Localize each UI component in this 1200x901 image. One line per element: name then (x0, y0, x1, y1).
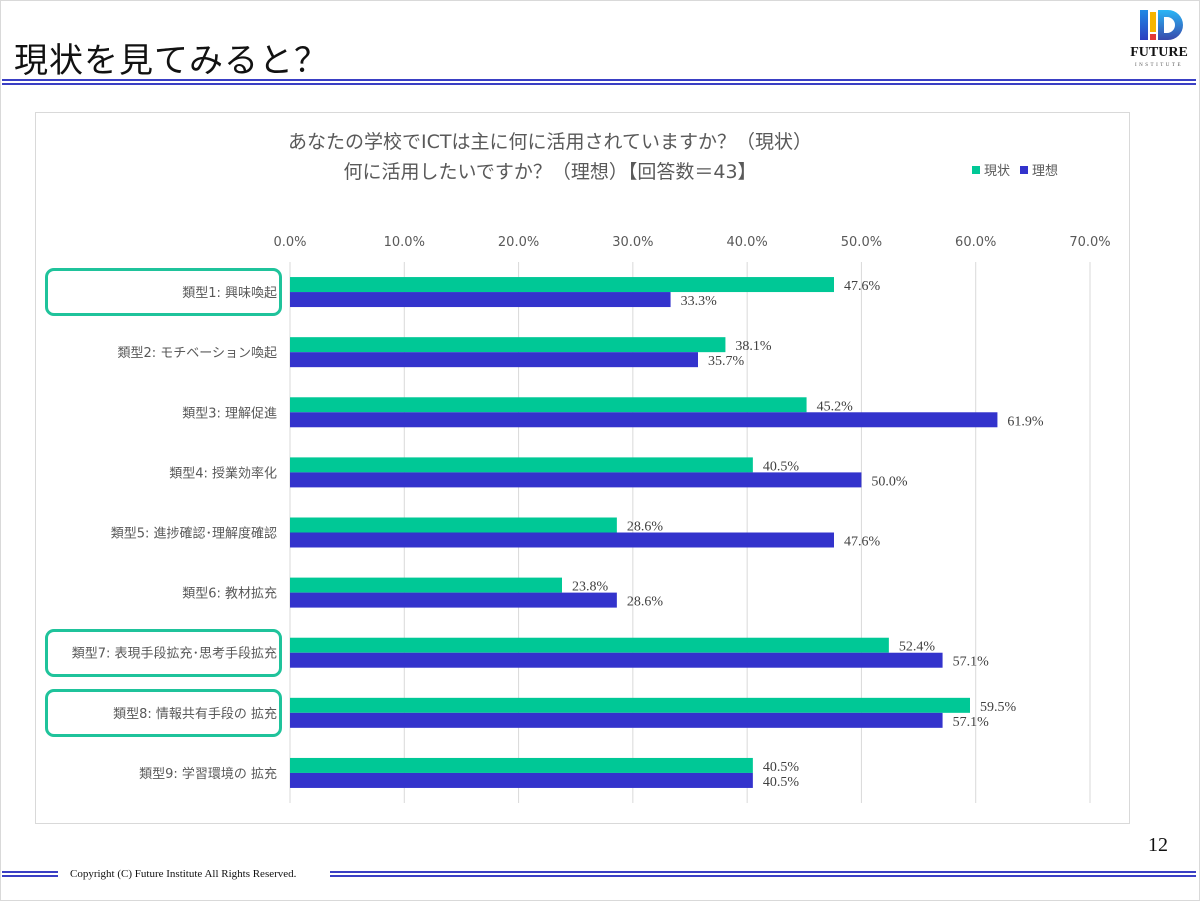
logo-word-future: FUTURE (1130, 45, 1188, 60)
footer-rule-left-top (2, 871, 58, 873)
chart-title-line1: あなたの学校でICTは主に何に活用されていますか？（現状） (288, 131, 812, 153)
footer-rule-left-bottom (2, 875, 58, 877)
legend-item-ideal: 理想 (1020, 160, 1058, 179)
page-number: 12 (1148, 834, 1168, 856)
legend-label-ideal: 理想 (1032, 164, 1059, 179)
category-highlight-box (45, 628, 282, 677)
legend-swatch-current (972, 165, 980, 174)
header-rule-bottom (2, 83, 1196, 85)
footer-rule-right-top (330, 871, 1196, 873)
logo-word-institute: INSTITUTE (1135, 63, 1183, 68)
category-highlight-box (45, 688, 282, 737)
future-institute-logo: FUTURE INSTITUTE (1126, 8, 1192, 70)
chart-legend: 現状 理想 (972, 160, 1058, 179)
category-highlight-box (45, 268, 282, 317)
header-rule-top (2, 79, 1196, 81)
copyright-text: Copyright (C) Future Institute All Right… (70, 868, 297, 880)
legend-swatch-ideal (1020, 165, 1029, 174)
legend-label-current: 現状 (984, 164, 1011, 179)
footer-rule-right-bottom (330, 875, 1196, 877)
chart-title-line2: 何に活用したいですか？（理想）【回答数＝43】 (343, 161, 757, 183)
slide-title: 現状を見てみると？ (14, 41, 329, 81)
logo-mark-icon: FUTURE INSTITUTE (1130, 10, 1188, 68)
legend-item-current: 現状 (972, 160, 1010, 179)
